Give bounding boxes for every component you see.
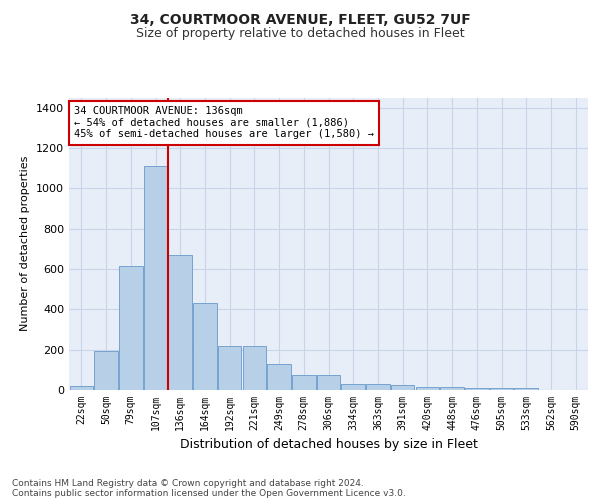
Bar	[70, 386, 93, 390]
Bar	[193, 304, 217, 390]
Bar	[119, 266, 143, 390]
Text: Size of property relative to detached houses in Fleet: Size of property relative to detached ho…	[136, 28, 464, 40]
Text: 34 COURTMOOR AVENUE: 136sqm
← 54% of detached houses are smaller (1,886)
45% of : 34 COURTMOOR AVENUE: 136sqm ← 54% of det…	[74, 106, 374, 140]
Bar	[292, 375, 316, 390]
Bar	[317, 375, 340, 390]
Bar	[94, 350, 118, 390]
Bar	[490, 388, 513, 390]
Text: Contains public sector information licensed under the Open Government Licence v3: Contains public sector information licen…	[12, 488, 406, 498]
Bar	[514, 388, 538, 390]
Bar	[268, 364, 291, 390]
Bar	[465, 388, 488, 390]
Bar	[391, 385, 415, 390]
Bar	[366, 384, 389, 390]
Bar	[242, 346, 266, 390]
Text: Contains HM Land Registry data © Crown copyright and database right 2024.: Contains HM Land Registry data © Crown c…	[12, 478, 364, 488]
Bar	[440, 387, 464, 390]
Y-axis label: Number of detached properties: Number of detached properties	[20, 156, 31, 332]
Bar	[218, 346, 241, 390]
Bar	[416, 387, 439, 390]
Bar	[144, 166, 167, 390]
Bar	[169, 255, 192, 390]
Bar	[341, 384, 365, 390]
X-axis label: Distribution of detached houses by size in Fleet: Distribution of detached houses by size …	[179, 438, 478, 452]
Text: 34, COURTMOOR AVENUE, FLEET, GU52 7UF: 34, COURTMOOR AVENUE, FLEET, GU52 7UF	[130, 12, 470, 26]
